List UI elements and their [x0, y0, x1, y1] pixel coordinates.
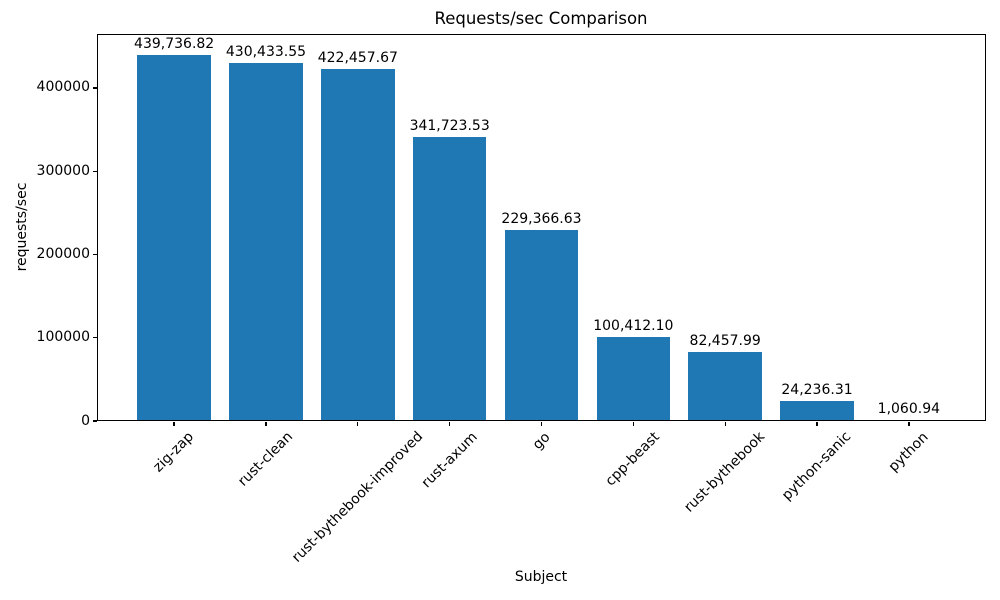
y-tick-label: 100000: [36, 329, 90, 346]
bar-value-label: 82,457.99: [689, 333, 761, 350]
bar-value-label: 100,412.10: [593, 318, 674, 335]
x-axis-label: Subject: [514, 569, 568, 585]
bar-value-label: 341,723.53: [409, 117, 490, 134]
x-tick-label: go: [529, 428, 553, 453]
bar: [780, 400, 854, 421]
y-tick-label: 400000: [36, 79, 90, 96]
x-tick-label: rust-bythebook-improved: [288, 428, 427, 567]
bar-value-label: 422,457.67: [317, 50, 398, 67]
x-tick-mark: [816, 421, 818, 426]
bar: [229, 62, 303, 421]
y-tick-label: 200000: [36, 245, 90, 262]
bar-value-label: 1,060.94: [877, 401, 941, 417]
y-tick-mark: [92, 87, 97, 89]
bar-value-label: 439,736.82: [134, 35, 215, 52]
y-tick-label: 300000: [36, 162, 90, 179]
x-tick-mark: [357, 421, 359, 426]
x-tick-mark: [724, 421, 726, 426]
x-tick-mark: [265, 421, 267, 426]
x-tick-label: python: [885, 428, 932, 475]
bar: [688, 352, 762, 421]
bar-value-label: 24,236.31: [781, 381, 853, 398]
bar: [412, 136, 487, 421]
x-tick-label: rust-clean: [235, 428, 297, 490]
x-tick-mark: [540, 421, 543, 426]
x-tick-mark: [632, 421, 634, 426]
y-tick-mark: [92, 253, 97, 256]
x-tick-mark: [173, 421, 175, 426]
bar: [596, 337, 671, 421]
bar: [137, 54, 211, 421]
x-tick-label: python-sanic: [779, 428, 855, 505]
x-tick-label: rust-axum: [418, 429, 481, 492]
y-tick-mark: [92, 337, 97, 339]
x-tick-label: rust-bythebook: [681, 429, 769, 516]
y-axis-label: requests/sec: [14, 182, 30, 272]
x-tick-mark: [908, 421, 910, 426]
y-tick-mark: [92, 420, 97, 422]
bar-value-label: 430,433.55: [225, 43, 307, 60]
x-tick-label: zig-zap: [150, 428, 198, 476]
x-tick-mark: [449, 421, 451, 426]
chart-title: Requests/sec Comparison: [434, 9, 648, 28]
bar: [504, 230, 579, 421]
plot-frame: [97, 34, 986, 421]
y-tick-label: 0: [81, 412, 90, 429]
x-tick-label: cpp-beast: [602, 428, 664, 490]
bar-value-label: 229,366.63: [501, 211, 582, 228]
bar: [321, 69, 395, 421]
y-tick-mark: [92, 170, 97, 172]
